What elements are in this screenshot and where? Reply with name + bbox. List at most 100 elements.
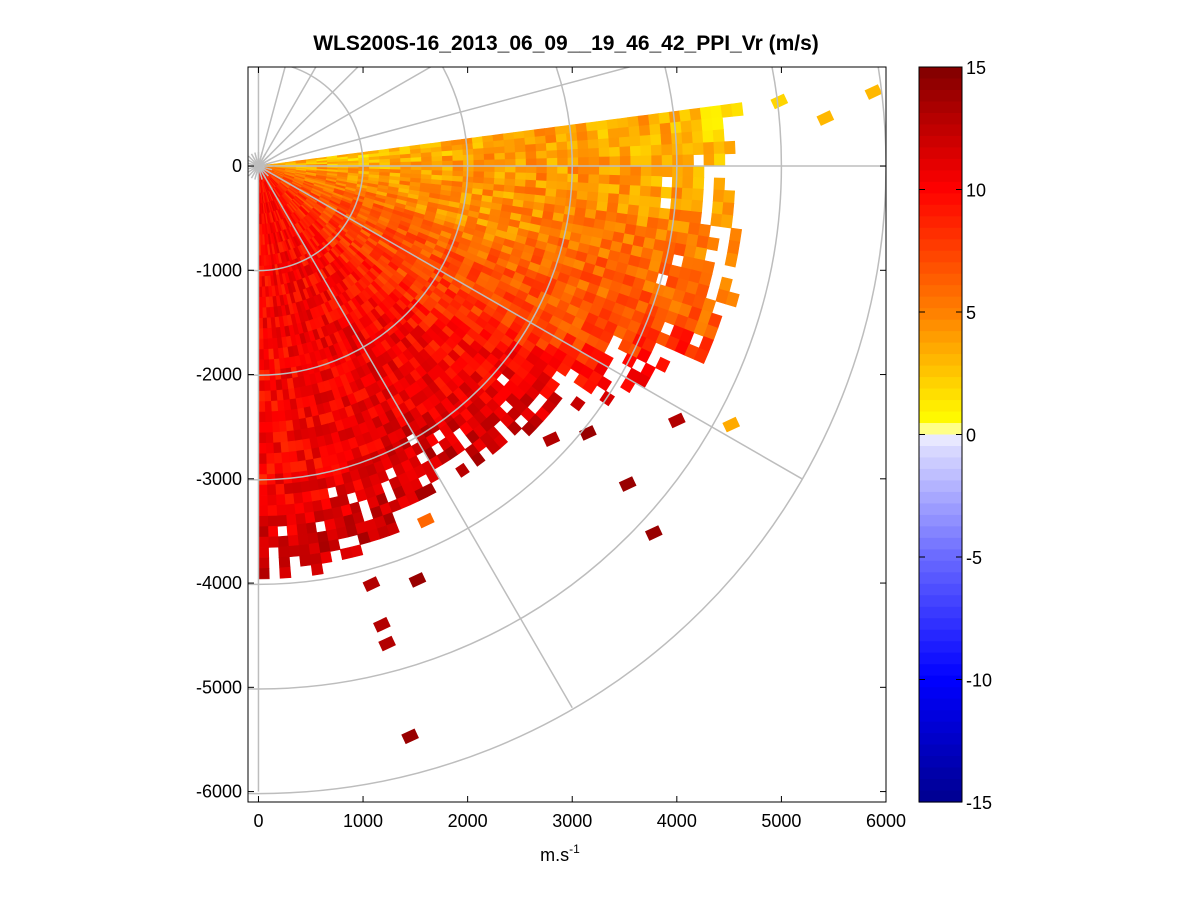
range-gate-cell [473, 171, 485, 179]
range-gate-cell [275, 389, 284, 402]
range-gate-cell [556, 141, 568, 151]
isolated-cell [816, 110, 835, 126]
range-gate-cell [679, 209, 692, 224]
range-gate-cell [473, 159, 485, 167]
range-gate-cell [473, 153, 485, 161]
colorbar-segment [919, 698, 962, 711]
range-gate-cell [319, 551, 333, 564]
range-gate-cell [472, 142, 485, 150]
range-gate-cell [269, 390, 278, 402]
range-gate-cell [555, 133, 568, 143]
isolated-cell [362, 576, 381, 592]
range-gate-cell [493, 178, 506, 186]
range-gate-cell [556, 181, 568, 191]
range-gate-cell [577, 148, 590, 159]
range-gate-cell [309, 552, 322, 566]
range-gate-cell [576, 190, 589, 201]
range-gate-cell [585, 121, 598, 132]
range-gate-cell [286, 430, 296, 443]
range-gate-cell [628, 125, 641, 138]
range-gate-cell [598, 147, 611, 158]
range-gate-cell [671, 132, 683, 145]
range-gate-cell [279, 431, 288, 443]
colorbar-segment [919, 354, 962, 367]
range-gate-cell [276, 514, 288, 527]
range-gate-cell [690, 199, 703, 213]
x-tick-label: 2000 [448, 811, 488, 831]
colorbar-segment [919, 67, 962, 80]
range-gate-cell [275, 504, 287, 517]
colorbar-tick-label: 0 [966, 426, 976, 446]
range-gate-cell [504, 145, 516, 154]
range-gate-cell [588, 165, 600, 176]
colorbar-segment [919, 457, 962, 470]
range-gate-cell [264, 421, 273, 434]
colorbar-segment [919, 400, 962, 413]
range-gate-cell [575, 199, 588, 210]
range-gate-cell [258, 380, 265, 392]
isolated-cell [618, 476, 637, 492]
range-gate-cell [586, 130, 599, 141]
range-gate-cell [265, 442, 274, 455]
range-gate-cell [680, 120, 693, 134]
colorbar-tick-label: -15 [966, 793, 992, 813]
range-gate-cell [258, 495, 268, 507]
range-gate-cell [493, 146, 506, 155]
range-gate-cell [463, 165, 475, 173]
colorbar-segment [919, 572, 962, 585]
range-gate-cell [273, 462, 284, 475]
range-gate-cell [292, 492, 304, 505]
range-gate-cell [577, 139, 589, 150]
range-gate-cell [689, 107, 702, 122]
range-gate-cell [693, 246, 708, 261]
range-gate-cell [305, 521, 318, 535]
range-gate-cell [711, 117, 724, 131]
range-gate-cell [640, 165, 653, 177]
range-gate-cell [283, 482, 294, 495]
range-gate-cell [710, 213, 723, 228]
range-gate-cell [483, 159, 496, 167]
range-gate-cell [258, 349, 264, 361]
range-gate-cell [536, 165, 548, 174]
colorbar-segment [919, 331, 962, 344]
range-gate-cell [272, 442, 282, 454]
range-gate-cell [679, 109, 692, 123]
range-gate-cell [619, 155, 632, 167]
range-gate-cell [494, 171, 506, 180]
range-gate-cell [619, 165, 632, 177]
range-gate-cell [555, 189, 568, 199]
range-gate-cell [672, 154, 684, 167]
range-gate-cell [470, 451, 486, 467]
range-gate-cell [577, 182, 589, 193]
range-gate-cell [293, 502, 305, 515]
range-gate-cell [722, 202, 735, 217]
range-gate-cell [485, 439, 501, 455]
colorbar-segment [919, 78, 962, 91]
range-gate-cell [691, 188, 704, 202]
range-gate-cell [567, 157, 579, 167]
range-gate-cell [648, 113, 661, 126]
range-gate-cell [264, 390, 272, 402]
colorbar-segment [919, 285, 962, 298]
range-gate-cell [536, 158, 548, 167]
range-gate-cell [637, 205, 650, 218]
range-gate-cell [274, 483, 285, 496]
range-gate-cell [578, 165, 590, 176]
range-gate-cell [661, 165, 673, 178]
range-gate-cell [297, 533, 309, 546]
range-gate-cell [504, 172, 517, 180]
range-gate-cell [275, 379, 283, 391]
range-gate-cell [533, 128, 546, 138]
range-gate-cell [494, 159, 506, 167]
range-gate-cell [482, 141, 495, 149]
range-gate-cell [627, 115, 640, 128]
range-gate-cell [582, 379, 598, 395]
range-gate-cell [515, 165, 527, 174]
range-gate-cell [608, 184, 621, 195]
range-gate-cell [557, 157, 569, 167]
range-gate-cell [535, 143, 548, 152]
range-gate-cell [711, 201, 724, 215]
range-gate-cell [266, 494, 277, 507]
range-gate-cell [265, 432, 274, 444]
colorbar-segment [919, 112, 962, 126]
